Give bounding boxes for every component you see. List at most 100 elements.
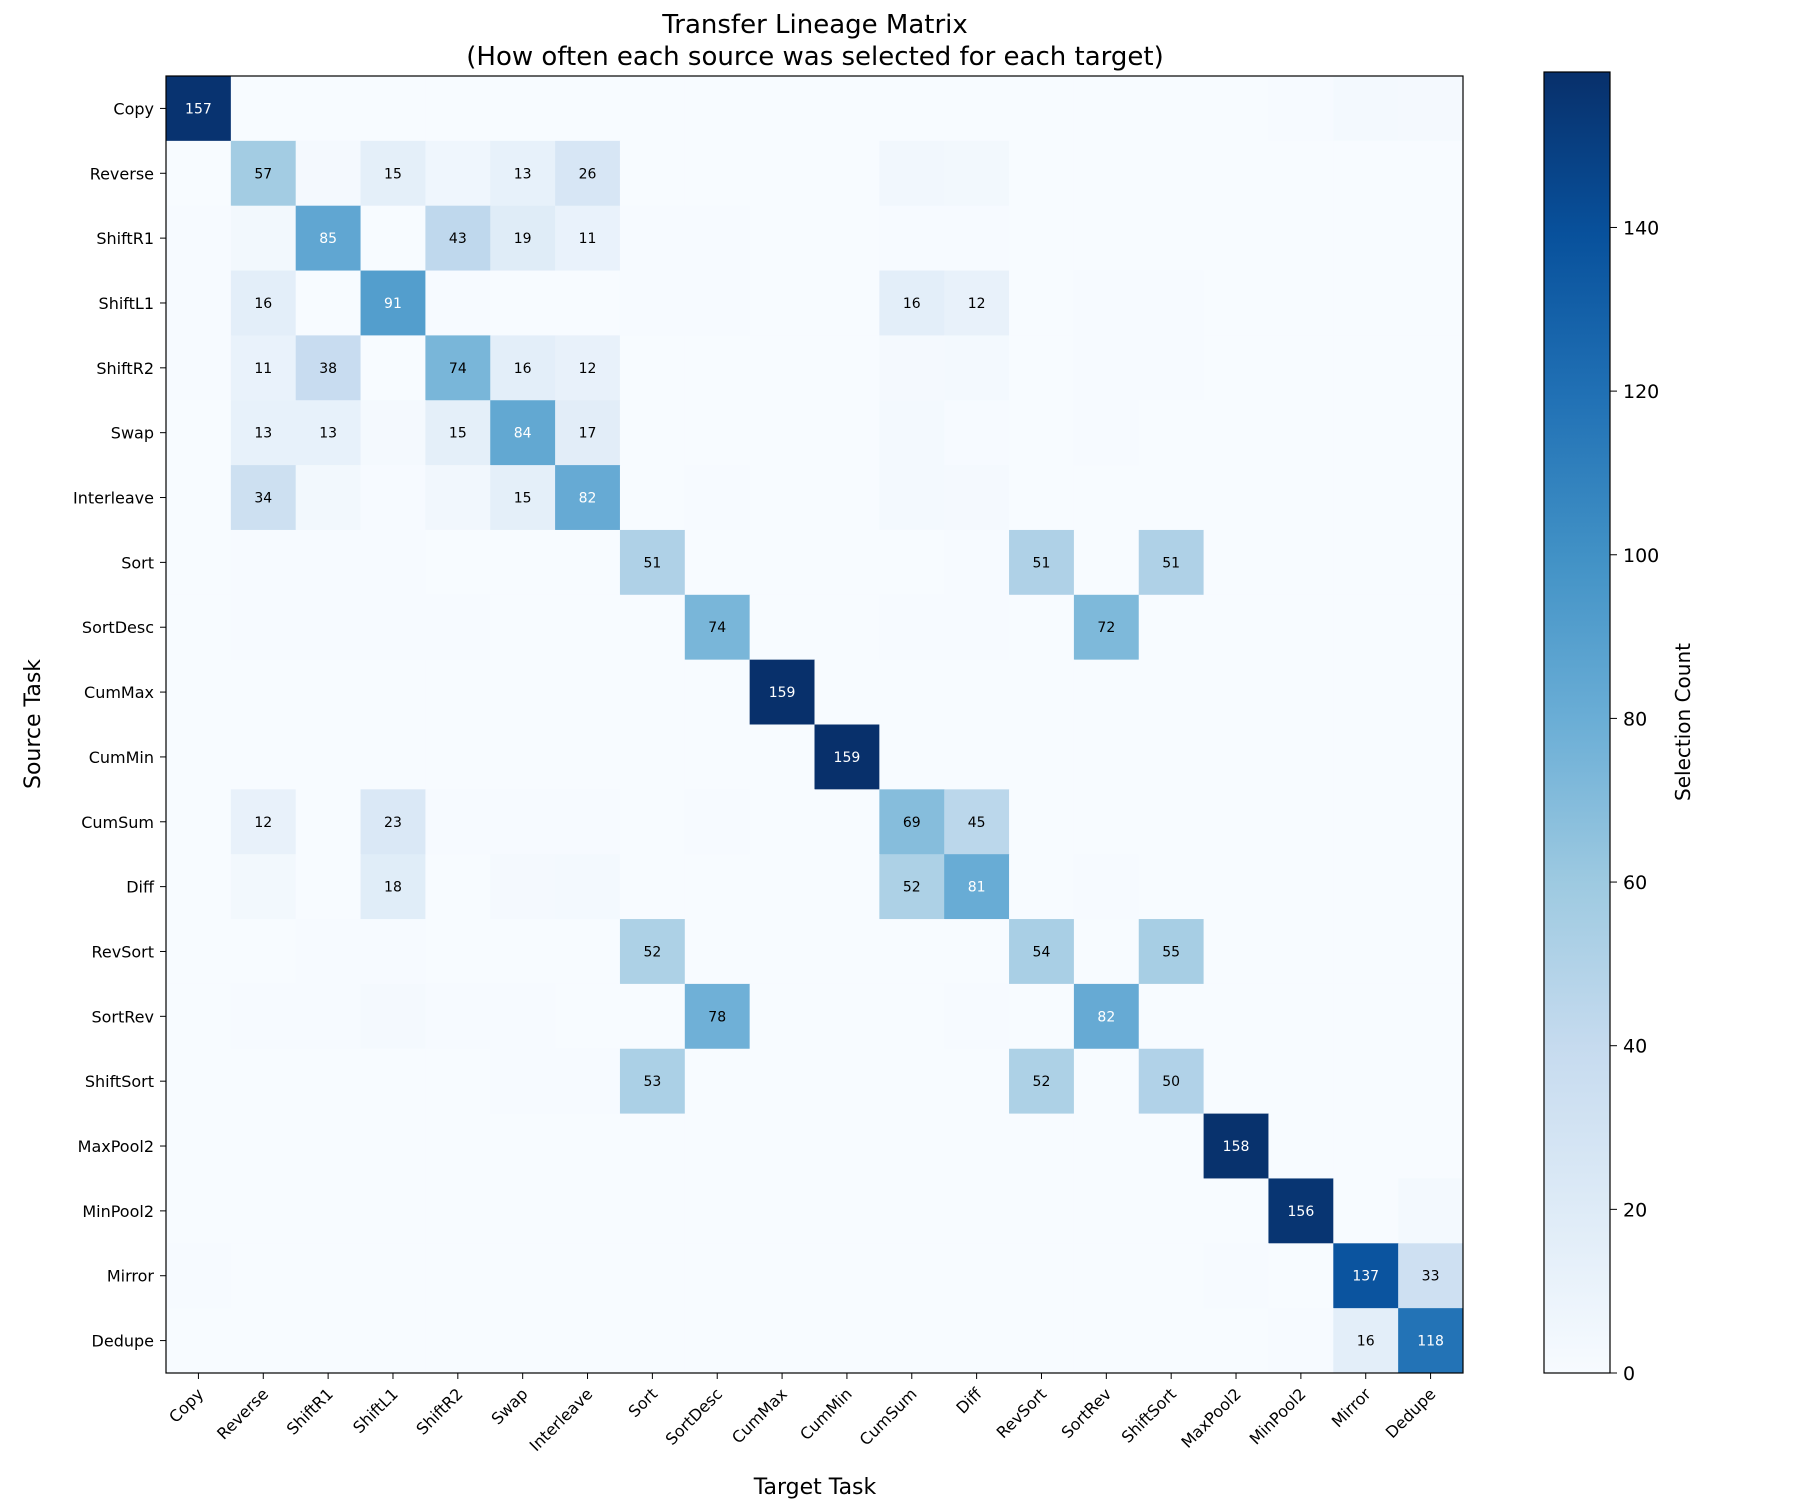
heatmap-cell [1073, 76, 1140, 142]
heatmap-cell [230, 919, 297, 985]
heatmap-cell [944, 205, 1010, 272]
heatmap-cell [295, 724, 362, 790]
heatmap-cell [166, 76, 232, 142]
heatmap-cell [1333, 983, 1399, 1050]
heatmap-cell [1268, 659, 1334, 725]
cell-value-label: 50 [1162, 1074, 1180, 1090]
heatmap-cell [1009, 76, 1075, 142]
cell-value-label: 16 [514, 361, 532, 377]
heatmap-cell [555, 205, 621, 272]
heatmap-cell [1138, 983, 1205, 1050]
heatmap-cell [295, 594, 362, 661]
heatmap-cell [749, 335, 815, 401]
heatmap-cell [879, 1243, 945, 1309]
colorbar-tick-label: 80 [1623, 708, 1647, 730]
heatmap-cell [166, 400, 232, 466]
heatmap-cell [1398, 465, 1464, 531]
cell-value-label: 19 [514, 231, 532, 247]
x-tick-label: CumSum [856, 1384, 921, 1449]
heatmap-cell [619, 270, 686, 336]
heatmap-cell [814, 76, 880, 142]
heatmap-cell [425, 594, 491, 661]
heatmap-cell [619, 983, 686, 1050]
heatmap-cell [166, 1308, 232, 1374]
heatmap-cell [1398, 854, 1464, 920]
y-tick-label: MinPool2 [82, 1202, 154, 1221]
heatmap-cell [1138, 789, 1205, 855]
heatmap-cell [295, 983, 362, 1050]
heatmap-cell [619, 1178, 686, 1244]
cell-value-label: 26 [579, 166, 597, 182]
heatmap-cell [555, 659, 621, 725]
y-tick-labels: Copy Reverse ShiftR1 ShiftL1 ShiftR2 Swap Inte… [73, 99, 166, 1351]
heatmap-cell [490, 1243, 556, 1309]
heatmap-cell [944, 1308, 1010, 1374]
heatmap-cell [1268, 854, 1334, 920]
y-tick-label: Interleave [73, 489, 154, 508]
heatmap-cell [555, 594, 621, 661]
heatmap-cell [814, 1178, 880, 1244]
heatmap-cell [814, 335, 880, 401]
cell-value-label: 15 [449, 426, 467, 442]
heatmap-cell [1203, 400, 1269, 466]
heatmap-cell [1203, 270, 1269, 336]
heatmap-cell [749, 659, 815, 725]
y-tick-label: Sort [121, 553, 154, 572]
heatmap-cell [1009, 400, 1075, 466]
heatmap-cell [1398, 270, 1464, 336]
heatmap-cell [1073, 854, 1140, 920]
heatmap-cell [1333, 1308, 1399, 1374]
heatmap-cell [295, 659, 362, 725]
heatmap-cell [944, 789, 1010, 855]
heatmap-cell [360, 594, 426, 661]
heatmap-cell [1333, 465, 1399, 531]
heatmap-cell [1398, 1178, 1464, 1244]
cell-value-label: 34 [254, 491, 272, 507]
heatmap-cell [360, 335, 426, 401]
cell-value-label: 159 [769, 685, 796, 701]
heatmap-cell [425, 724, 491, 790]
colorbar-tick-label: 100 [1623, 545, 1659, 567]
colorbar-tick-label: 60 [1623, 872, 1647, 894]
heatmap-cell [1138, 1113, 1205, 1179]
heatmap-cell [749, 529, 815, 596]
heatmap-cell [490, 854, 556, 920]
heatmap-cell [1138, 270, 1205, 336]
heatmap-cell [295, 270, 362, 336]
heatmap-cell [295, 1113, 362, 1179]
heatmap-cell [425, 1113, 491, 1179]
heatmap-cell [360, 854, 426, 920]
heatmap-cell [619, 205, 686, 272]
cell-value-label: 53 [643, 1074, 661, 1090]
heatmap-cell [490, 76, 556, 142]
heatmap-cell [490, 400, 556, 466]
heatmap-cells: 157 57 15 13 26 85 43 19 11 16 91 16 12 11 38 74 16 12 13 1… [166, 76, 1464, 1374]
heatmap-cell [944, 529, 1010, 596]
heatmap-cell [879, 335, 945, 401]
heatmap-cell [619, 1243, 686, 1309]
heatmap-cell [749, 270, 815, 336]
x-tick-label: ShiftSort [1118, 1384, 1180, 1446]
heatmap-cell [555, 854, 621, 920]
heatmap-cell [425, 659, 491, 725]
heatmap-cell [166, 270, 232, 336]
heatmap-cell [944, 854, 1010, 920]
heatmap-cell [1333, 594, 1399, 661]
heatmap-cell [749, 724, 815, 790]
heatmap-cell [425, 1048, 491, 1115]
heatmap-cell [295, 529, 362, 596]
heatmap-cell [1138, 1308, 1205, 1374]
heatmap-cell [749, 983, 815, 1050]
heatmap-cell [425, 270, 491, 336]
heatmap-cell [230, 140, 297, 207]
heatmap-cell [619, 140, 686, 207]
cell-value-label: 13 [254, 426, 272, 442]
heatmap-cell [425, 400, 491, 466]
heatmap-cell [166, 529, 232, 596]
x-tick-label: ShiftL1 [349, 1384, 402, 1437]
heatmap-cell [1203, 659, 1269, 725]
heatmap-cell [1333, 789, 1399, 855]
x-tick-label: MinPool2 [1246, 1384, 1310, 1448]
cell-value-label: 85 [319, 231, 337, 247]
